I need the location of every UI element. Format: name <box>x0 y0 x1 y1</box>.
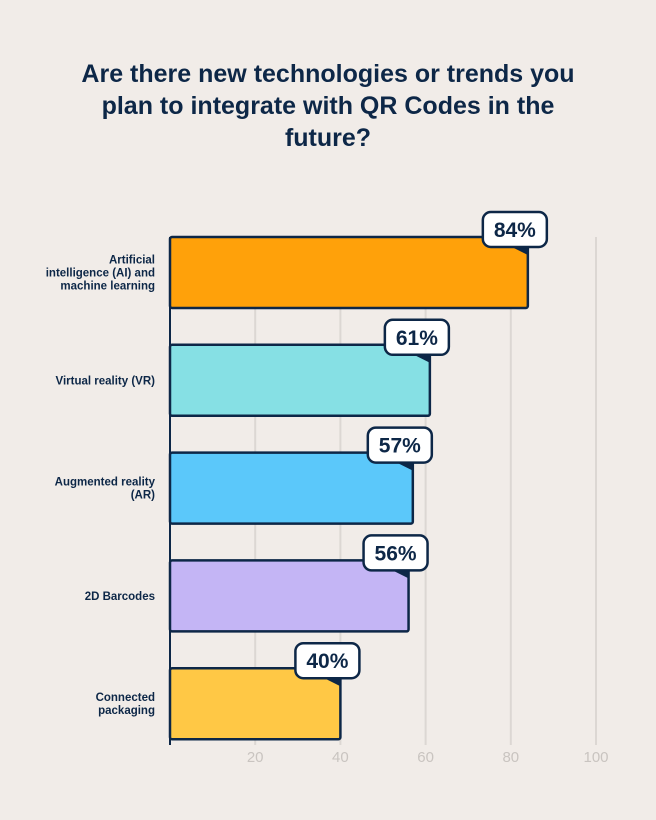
category-label: Connected packaging <box>96 692 155 717</box>
data-label-bubble <box>383 318 451 357</box>
data-label: 40% <box>306 650 348 673</box>
bubble-pointer <box>392 570 409 579</box>
bubble-pointer <box>324 678 341 687</box>
chart-title: Are there new technologies or trends you… <box>81 60 575 152</box>
category-label: 2D Barcodes <box>85 591 155 603</box>
category-label: Artificial intelligence (AI) and machine l… <box>46 255 155 293</box>
x-tick-label: 20 <box>247 749 264 766</box>
category-label: Virtual reality (VR) <box>56 375 156 387</box>
bar <box>168 343 432 418</box>
data-label-bubble <box>294 641 361 680</box>
data-label-bubble <box>481 210 549 249</box>
data-label: 84% <box>494 219 536 242</box>
category-label: Augmented reality (AR) <box>55 477 156 502</box>
bar <box>168 559 410 633</box>
bubble-pointer <box>511 247 528 255</box>
data-label: 57% <box>379 435 421 458</box>
bubble-pointer <box>396 462 413 471</box>
data-label-bubble <box>362 534 429 572</box>
x-tick-label: 60 <box>417 749 434 766</box>
bubble-pointer <box>413 354 430 363</box>
x-tick-label: 100 <box>583 749 608 766</box>
bar <box>168 451 415 525</box>
data-label: 61% <box>396 327 438 350</box>
x-tick-label: 80 <box>502 749 519 766</box>
bar <box>168 235 530 310</box>
bar <box>168 666 342 741</box>
data-label: 56% <box>375 542 417 565</box>
x-tick-label: 40 <box>332 749 349 766</box>
data-label-bubble <box>366 426 434 464</box>
